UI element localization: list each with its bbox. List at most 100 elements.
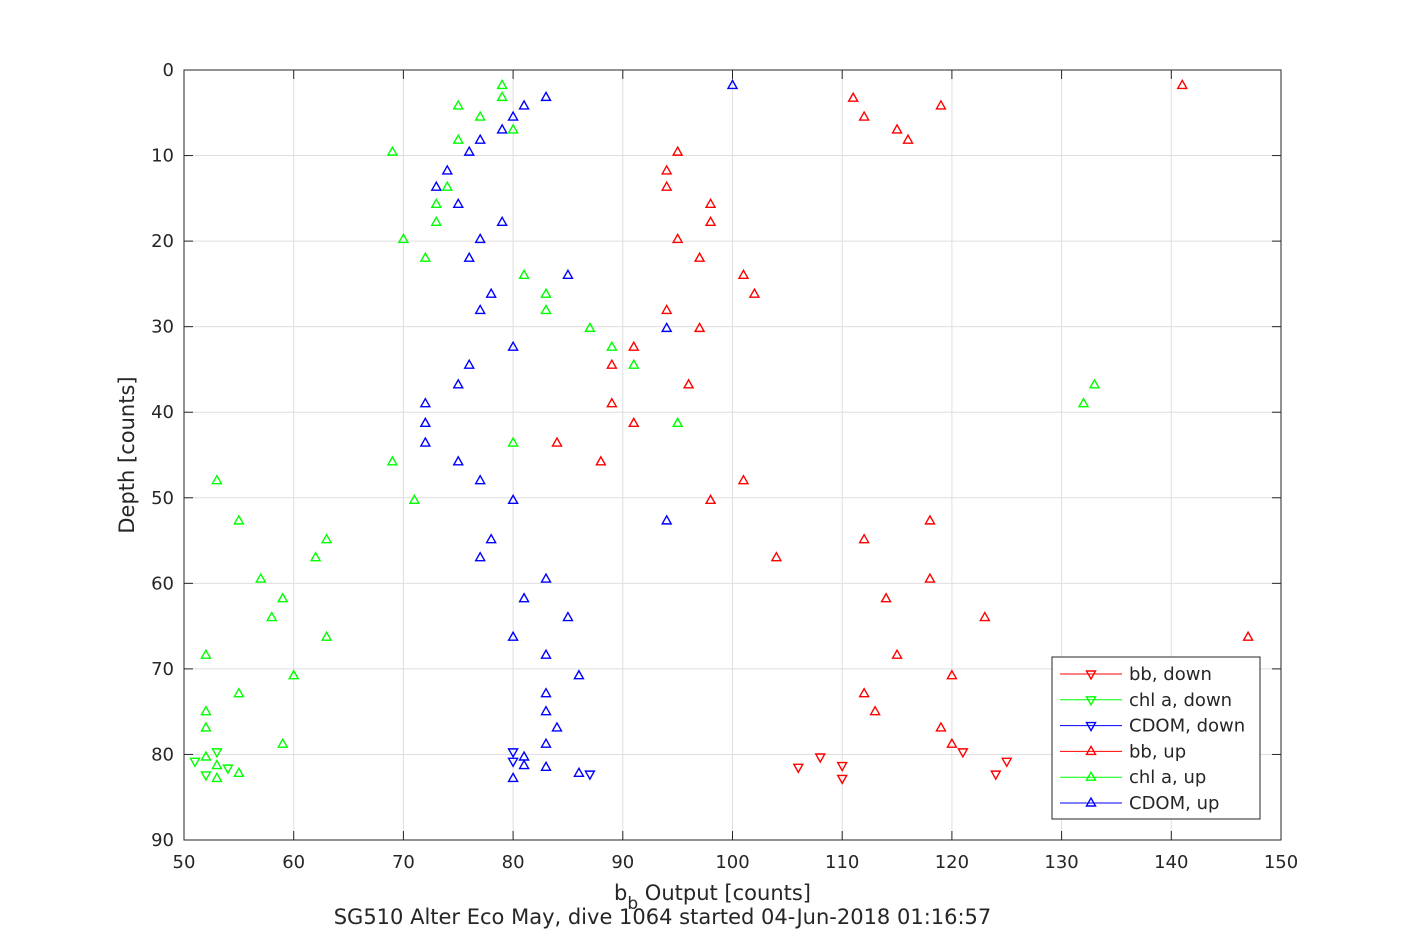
data-point [540,90,552,102]
data-point [507,340,519,351]
data-point [1088,378,1101,389]
data-point [441,180,453,191]
data-point [1001,757,1013,768]
data-point [595,455,607,466]
data-point [551,721,563,732]
data-point [430,197,443,209]
data-point [507,630,519,641]
data-point [452,197,464,209]
data-point [671,416,684,428]
data-point [935,99,947,110]
data-point [211,748,223,759]
data-point [430,215,443,226]
data-point [485,287,497,298]
data-point [858,687,870,698]
data-point [606,340,618,351]
data-point [518,99,530,110]
data-point [628,416,640,428]
data-point [463,145,475,156]
legend-label: CDOM, up [1129,793,1219,814]
data-point [573,766,585,777]
legend-entry: chl a, down [1060,690,1232,711]
legend-entry: CDOM, up [1060,793,1219,814]
data-point [924,572,936,583]
data-point [419,416,432,428]
data-point [584,770,596,781]
data-point [540,287,552,298]
data-point [452,133,464,144]
data-point [540,760,552,771]
data-point [507,493,519,505]
data-point [288,669,300,680]
data-point [858,533,870,544]
data-point [1242,630,1254,641]
x-tick-label: 110 [825,852,859,873]
data-point [726,78,739,90]
data-point [946,737,958,748]
data-point [584,321,596,333]
x-tick-label: 130 [1044,852,1078,873]
data-point [200,721,212,732]
data-point [266,611,278,622]
data-point [419,251,432,262]
legend-marker [1085,744,1097,756]
data-point [233,766,245,777]
data-point [200,705,212,716]
series-chl-a-down [189,748,234,782]
data-point [200,771,212,782]
data-point [814,753,826,764]
data-point [474,232,486,244]
data-point [540,572,552,583]
data-point [540,303,552,315]
data-point [891,123,903,134]
x-tick-label: 70 [392,852,415,873]
data-point [660,164,673,175]
y-tick-label: 40 [151,402,174,423]
data-point [660,180,673,191]
data-point [671,232,684,244]
data-point [682,378,695,389]
x-axis-label-subscript: b [627,894,638,914]
data-point [507,757,519,768]
data-point [562,268,574,280]
x-tick-label: 90 [611,852,634,873]
data-point [551,436,563,447]
data-point [748,287,761,298]
legend-marker [1085,670,1097,681]
data-point [408,493,421,505]
data-point [518,592,530,603]
legend-entry: bb, down [1060,664,1212,685]
data-point [507,748,519,759]
x-axis-label: bb Output [counts] [614,881,811,914]
series-cdom-down [507,748,596,781]
data-point [507,110,519,121]
data-point [540,648,552,659]
data-point [540,687,552,698]
data-point [211,771,223,783]
data-point [869,705,881,716]
data-point [671,145,684,156]
data-point [463,358,475,369]
y-tick-label: 50 [151,488,174,509]
data-point [540,737,552,748]
data-point [957,748,969,759]
data-point [233,514,245,525]
data-point [1077,397,1090,408]
data-point [693,251,706,262]
legend-label: bb, down [1129,664,1212,685]
data-point [430,180,443,191]
data-point [474,133,486,144]
data-point [320,533,333,544]
y-tick-label: 10 [151,146,174,167]
data-point [496,90,508,102]
series-bb-down [792,748,1013,785]
legend-marker [1085,696,1097,707]
y-tick-label: 90 [151,830,174,851]
legend-entry: CDOM, down [1060,716,1245,737]
data-point [836,761,848,772]
x-axis-label-rest: Output [counts] [638,881,811,905]
data-point [660,321,673,333]
series-chl-a-up [200,78,1101,783]
x-tick-label: 140 [1154,852,1188,873]
